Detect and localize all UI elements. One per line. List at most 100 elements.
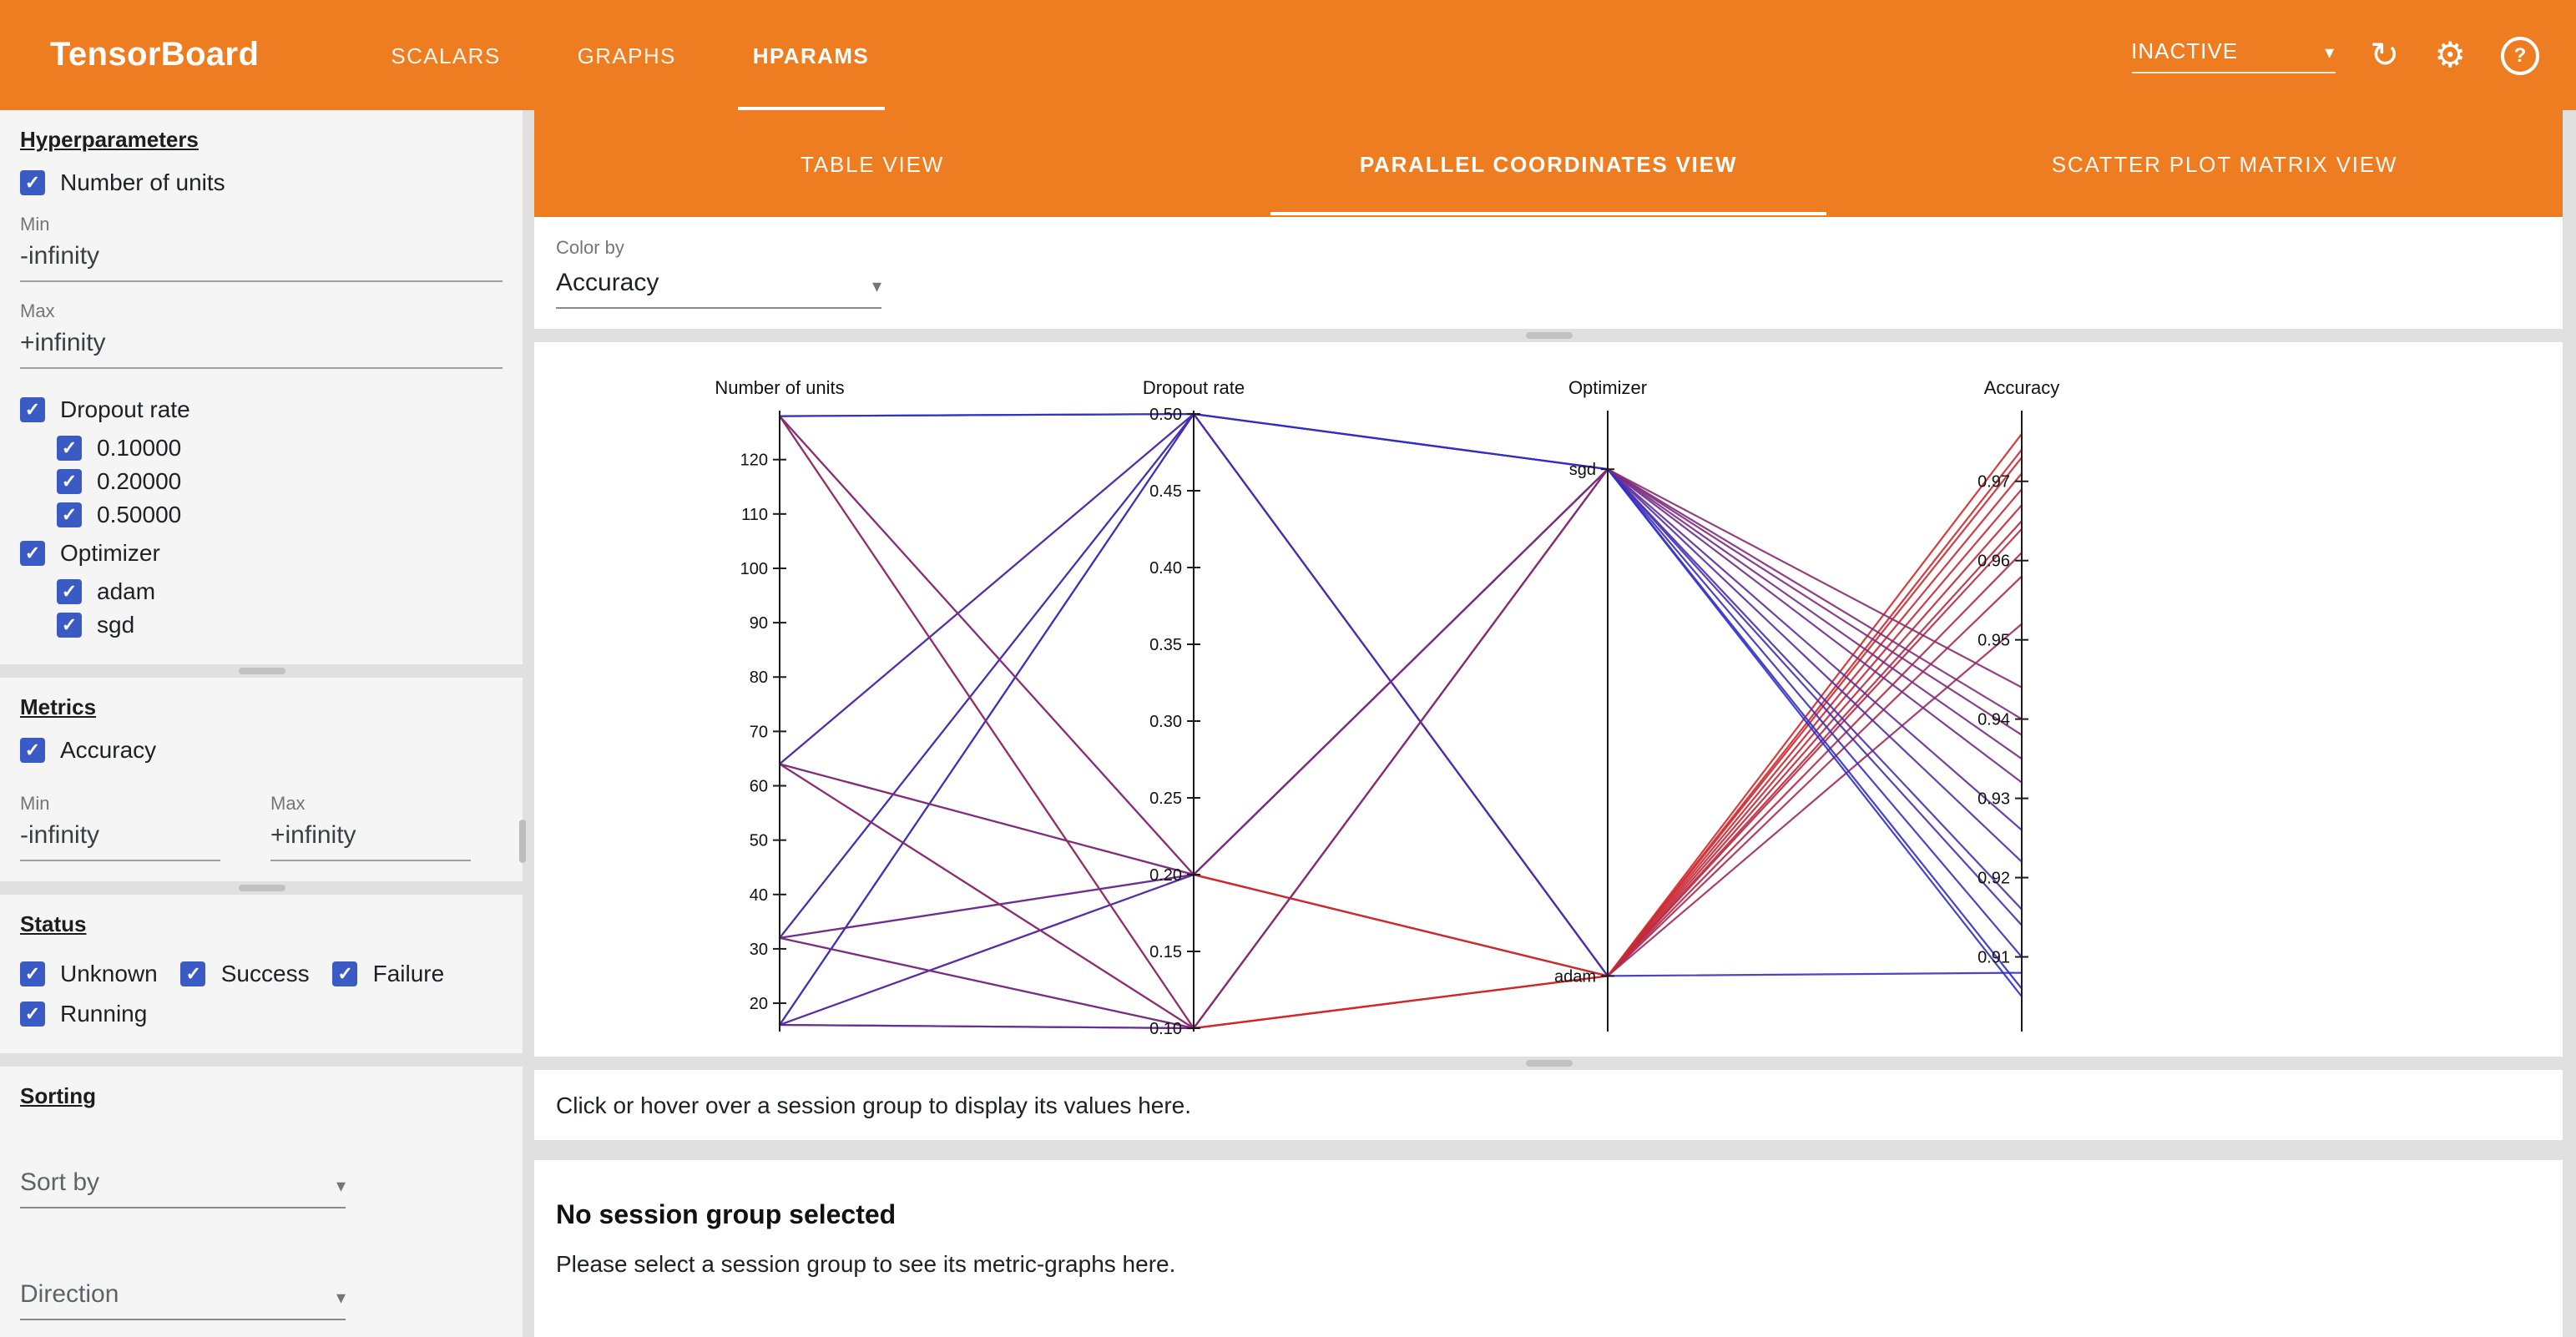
- checkbox-dropout-0.10000[interactable]: ✓ 0.10000: [57, 434, 503, 461]
- checkbox-optimizer-sgd[interactable]: ✓ sgd: [57, 611, 503, 638]
- axis-tick-label: 0.20: [1149, 866, 1182, 885]
- min-label: Min: [20, 795, 50, 815]
- axis-title: Accuracy: [1984, 377, 2059, 398]
- axis-tick-label: 0.97: [1977, 473, 2010, 492]
- axis-tick-label: 70: [750, 723, 768, 741]
- pane-divider: [534, 1057, 2563, 1070]
- pane-divider: [534, 329, 2563, 342]
- chevron-down-icon: ▾: [871, 277, 881, 297]
- checkbox-label: Running: [60, 1000, 148, 1027]
- view-tabs: TABLE VIEW PARALLEL COORDINATES VIEW SCA…: [534, 110, 2563, 217]
- tab-parallel-coordinates-view[interactable]: PARALLEL COORDINATES VIEW: [1210, 110, 1887, 217]
- axis-tick-label: 0.96: [1977, 552, 2010, 571]
- section-divider: [0, 881, 523, 895]
- help-glyph: ?: [2513, 43, 2527, 67]
- checkbox-label: 0.10000: [97, 434, 182, 461]
- number-of-units-max-input[interactable]: [20, 322, 503, 369]
- checkbox-label: adam: [97, 578, 156, 604]
- accuracy-max-input[interactable]: [270, 815, 471, 861]
- number-of-units-min-input[interactable]: [20, 235, 503, 282]
- content: Hyperparameters ✓ Number of units Min Ma…: [0, 110, 2576, 1337]
- direction-select[interactable]: Direction ▾: [20, 1280, 346, 1320]
- sidebar-resize-handle[interactable]: [519, 820, 526, 863]
- topbar: TensorBoard SCALARS GRAPHS HPARAMS INACT…: [0, 0, 2576, 110]
- color-by-select[interactable]: Accuracy ▾: [556, 269, 881, 309]
- checkbox-number-of-units[interactable]: ✓ Number of units: [20, 169, 503, 195]
- checkbox-label: Number of units: [60, 169, 225, 195]
- tab-table-view[interactable]: TABLE VIEW: [800, 151, 945, 176]
- status-section: Status ✓ Unknown ✓ Success ✓ Failure: [0, 895, 523, 1053]
- refresh-icon[interactable]: ↻: [2370, 36, 2400, 74]
- session-group-line[interactable]: [779, 467, 2023, 1027]
- checkbox-status-failure[interactable]: ✓ Failure: [332, 960, 445, 986]
- hyperparameters-section: Hyperparameters ✓ Number of units Min Ma…: [0, 110, 523, 664]
- axis-tick-label: 120: [740, 452, 768, 470]
- checkbox-dropout-0.50000[interactable]: ✓ 0.50000: [57, 501, 503, 527]
- session-group-line[interactable]: [779, 415, 2023, 876]
- checkbox-status-unknown[interactable]: ✓ Unknown: [20, 960, 158, 986]
- axis-tick-label: 110: [741, 506, 768, 524]
- metrics-section: Metrics ✓ Accuracy Min Max: [0, 678, 523, 881]
- axis-tick-label: 0.25: [1149, 790, 1182, 808]
- settings-gear-icon[interactable]: ⚙: [2434, 36, 2466, 74]
- drag-handle[interactable]: [238, 668, 285, 674]
- checkbox-checked-icon: ✓: [20, 540, 45, 565]
- axis-tick-label: 80: [750, 668, 768, 687]
- checkbox-label: Failure: [372, 960, 445, 986]
- help-icon[interactable]: ?: [2501, 36, 2539, 74]
- metric-graphs-panel: No session group selected Please select …: [534, 1160, 2563, 1337]
- checkbox-checked-icon: ✓: [57, 578, 82, 603]
- section-divider: [0, 1053, 523, 1067]
- checkbox-dropout-0.20000[interactable]: ✓ 0.20000: [57, 467, 503, 494]
- checkbox-optimizer-adam[interactable]: ✓ adam: [57, 578, 503, 604]
- session-group-line[interactable]: [779, 412, 2023, 990]
- axis-tick-label: 50: [750, 832, 768, 850]
- session-group-line[interactable]: [779, 415, 2023, 1030]
- checkbox-label: Optimizer: [60, 539, 160, 566]
- axis-tick-label: 0.30: [1149, 713, 1182, 731]
- empty-state-title: No session group selected: [556, 1202, 897, 1230]
- session-group-line[interactable]: [779, 504, 2023, 977]
- axis-title: Number of units: [715, 377, 844, 398]
- checkbox-optimizer[interactable]: ✓ Optimizer: [20, 539, 503, 566]
- app-title: TensorBoard: [50, 36, 260, 73]
- session-values-hint: Click or hover over a session group to d…: [534, 1070, 2563, 1140]
- axis-tick-label: 60: [750, 778, 768, 796]
- checkbox-dropout-rate[interactable]: ✓ Dropout rate: [20, 396, 503, 422]
- main-panel: TABLE VIEW PARALLEL COORDINATES VIEW SCA…: [534, 110, 2563, 1337]
- drag-handle[interactable]: [1525, 332, 1572, 339]
- tab-scatter-plot-matrix-view[interactable]: SCATTER PLOT MATRIX VIEW: [2051, 151, 2398, 176]
- max-label: Max: [20, 302, 55, 322]
- checkbox-status-success[interactable]: ✓ Success: [180, 960, 310, 986]
- checkbox-checked-icon: ✓: [57, 502, 82, 527]
- axis-tick-label: 0.15: [1149, 943, 1182, 961]
- min-label: Min: [20, 215, 50, 235]
- checkbox-label: 0.20000: [97, 467, 182, 494]
- tab-hparams[interactable]: HPARAMS: [715, 0, 907, 110]
- sort-by-value: Sort by: [20, 1168, 100, 1197]
- axis-tick-label: 30: [750, 941, 768, 959]
- accuracy-min-input[interactable]: [20, 815, 220, 861]
- session-group-line[interactable]: [779, 412, 2023, 926]
- sort-by-select[interactable]: Sort by ▾: [20, 1168, 346, 1208]
- color-by-card: Color by Accuracy ▾: [534, 217, 2563, 329]
- tab-scalars[interactable]: SCALARS: [391, 43, 501, 68]
- session-group-line[interactable]: [779, 412, 2023, 977]
- run-status-selector[interactable]: INACTIVE ▾: [2131, 38, 2336, 73]
- axis-tick-label: 90: [750, 614, 768, 633]
- tab-graphs[interactable]: GRAPHS: [577, 43, 676, 68]
- checkbox-checked-icon: ✓: [20, 737, 45, 762]
- main-nav: SCALARS GRAPHS HPARAMS: [352, 0, 907, 110]
- empty-state-subtitle: Please select a session group to see its…: [556, 1250, 1176, 1277]
- checkbox-accuracy[interactable]: ✓ Accuracy: [20, 736, 503, 763]
- parallel-coordinates-plot[interactable]: Number of units 20 30 40 50 60 70 80 90 100 110 120…: [534, 342, 2563, 1057]
- drag-handle[interactable]: [1525, 1060, 1572, 1067]
- drag-handle[interactable]: [238, 885, 285, 891]
- section-divider: [0, 664, 523, 678]
- session-group-line[interactable]: [779, 528, 2023, 1030]
- sidebar: Hyperparameters ✓ Number of units Min Ma…: [0, 110, 523, 1337]
- axis-tick-label: adam: [1554, 967, 1596, 986]
- axis-tick-label: 0.50: [1149, 406, 1182, 424]
- session-group-line[interactable]: [779, 415, 2023, 1030]
- checkbox-status-running[interactable]: ✓ Running: [20, 1000, 147, 1027]
